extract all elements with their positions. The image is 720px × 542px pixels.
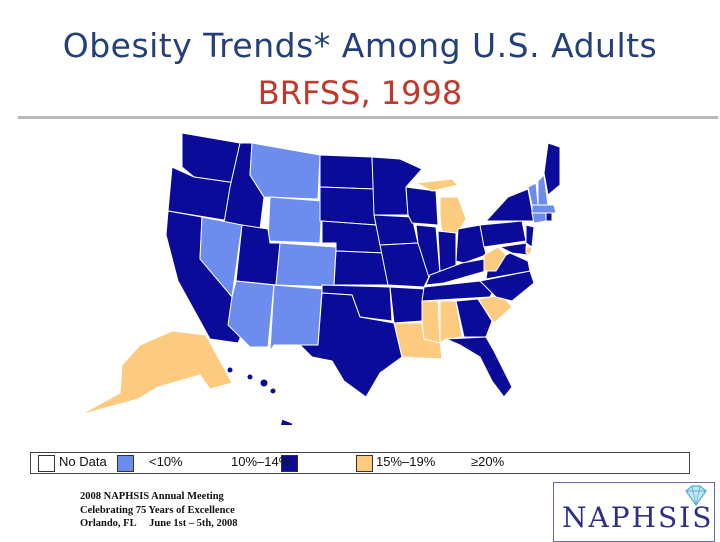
state-hi-islet-1: [226, 366, 234, 374]
legend-swatch-lt10: [117, 455, 134, 472]
state-ct: [531, 212, 547, 224]
state-hi: [279, 418, 294, 425]
state-nj: [525, 224, 535, 248]
state-mo: [379, 242, 431, 288]
state-ri: [545, 212, 553, 222]
footer-line-3: Orlando, FL June 1st – 5th, 2008: [80, 518, 238, 529]
legend-label-ge20: ≥20%: [471, 454, 505, 469]
state-sc: [477, 294, 513, 324]
legend: No Data <10% 10%–14% 15%–19% ≥20%: [30, 452, 690, 474]
state-md: [498, 242, 529, 256]
state-oh: [455, 224, 487, 264]
footer-line-1: 2008 NAPHSIS Annual Meeting: [80, 491, 224, 502]
slide-subtitle: BRFSS, 1998: [257, 74, 463, 112]
state-nm: [269, 284, 323, 353]
state-ny: [484, 188, 535, 222]
state-ar: [389, 286, 427, 324]
state-wi: [405, 186, 439, 226]
state-ak: [79, 330, 233, 416]
state-pa: [479, 220, 527, 248]
state-fl: [445, 336, 513, 398]
state-ms: [421, 300, 441, 344]
legend-swatch-15-19: [356, 455, 373, 472]
state-nd: [319, 154, 375, 190]
logo-text: NAPHSIS: [562, 501, 714, 534]
state-me: [543, 142, 560, 196]
state-co: [275, 242, 337, 288]
footer-line-2: Celebrating 75 Years of Excellence: [80, 504, 235, 516]
state-mi: [439, 196, 467, 234]
state-ma: [531, 204, 557, 214]
state-wv: [483, 246, 507, 272]
state-ks: [333, 250, 389, 286]
legend-label-lt10: <10%: [149, 454, 183, 469]
legend-label-10-14: 10%–14%: [231, 454, 291, 469]
legend-swatch-nodata: [38, 455, 55, 472]
state-hi-islet-3: [259, 378, 269, 388]
naphsis-logo: NAPHSIS: [553, 482, 715, 542]
state-de: [525, 246, 533, 256]
state-tx: [298, 292, 403, 398]
diamond-icon: [685, 485, 707, 506]
state-mt: [249, 142, 321, 200]
state-sd: [319, 186, 377, 226]
state-al: [439, 300, 463, 344]
legend-label-nodata: No Data: [59, 454, 107, 469]
legend-label-15-19: 15%–19%: [376, 454, 436, 469]
state-hi-islet-2: [246, 373, 254, 381]
state-ga: [455, 298, 493, 338]
footer-text: 2008 NAPHSIS Annual Meeting Celebrating …: [80, 490, 238, 531]
legend-swatch-10-14: [281, 455, 298, 472]
state-mi-upper: [414, 178, 459, 192]
title-divider: [18, 116, 718, 119]
state-wy: [267, 196, 323, 244]
state-hi-islet-4: [269, 387, 277, 395]
slide-title: Obesity Trends* Among U.S. Adults: [62, 26, 658, 65]
us-obesity-map: [79, 132, 560, 425]
